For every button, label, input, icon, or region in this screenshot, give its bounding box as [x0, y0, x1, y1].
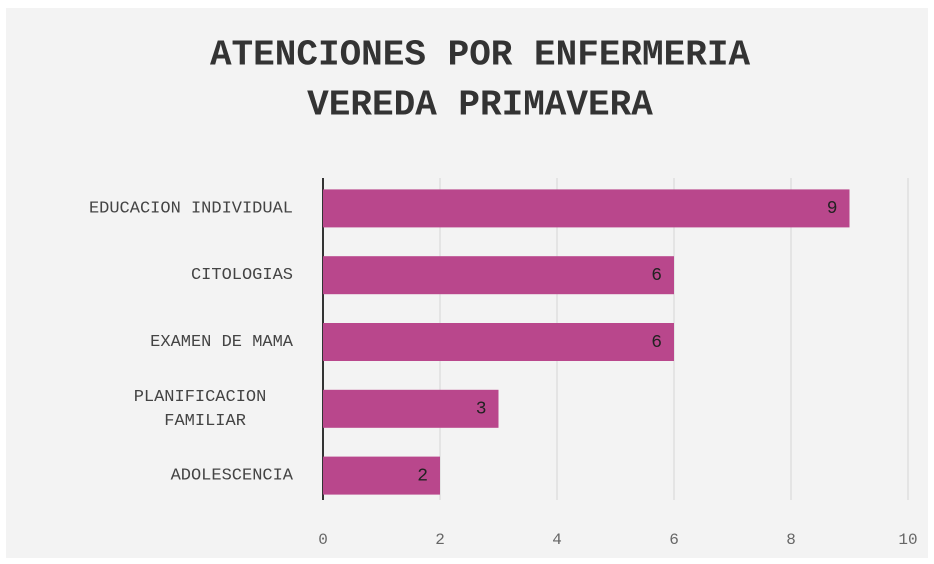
- y-tick-label: EXAMEN DE MAMA: [150, 333, 294, 352]
- data-label: 9: [827, 199, 838, 219]
- y-tick-label: PLANIFICACION FAMILIAR: [134, 388, 267, 431]
- y-tick-label: EDUCACION INDIVIDUAL: [89, 200, 293, 219]
- y-tick-label: CITOLOGIAS: [191, 267, 293, 286]
- x-tick-label: 0: [318, 531, 328, 549]
- bar: [323, 323, 674, 361]
- data-label: 3: [476, 400, 487, 420]
- data-label: 6: [651, 333, 662, 353]
- chart-title: VEREDA PRIMAVERA: [307, 85, 653, 126]
- bar: [323, 256, 674, 295]
- bar: [323, 389, 499, 428]
- x-tick-label: 4: [552, 531, 562, 549]
- bar: [323, 189, 850, 228]
- bar: [323, 456, 440, 495]
- x-tick-label: 10: [898, 531, 917, 549]
- x-tick-label: 2: [435, 531, 445, 549]
- y-tick-label: ADOLESCENCIA: [171, 467, 294, 486]
- x-tick-label: 6: [669, 531, 679, 549]
- data-label: 2: [417, 466, 428, 486]
- data-label: 6: [651, 266, 662, 286]
- chart-title: ATENCIONES POR ENFERMERIA: [210, 35, 750, 76]
- x-tick-label: 8: [786, 531, 796, 549]
